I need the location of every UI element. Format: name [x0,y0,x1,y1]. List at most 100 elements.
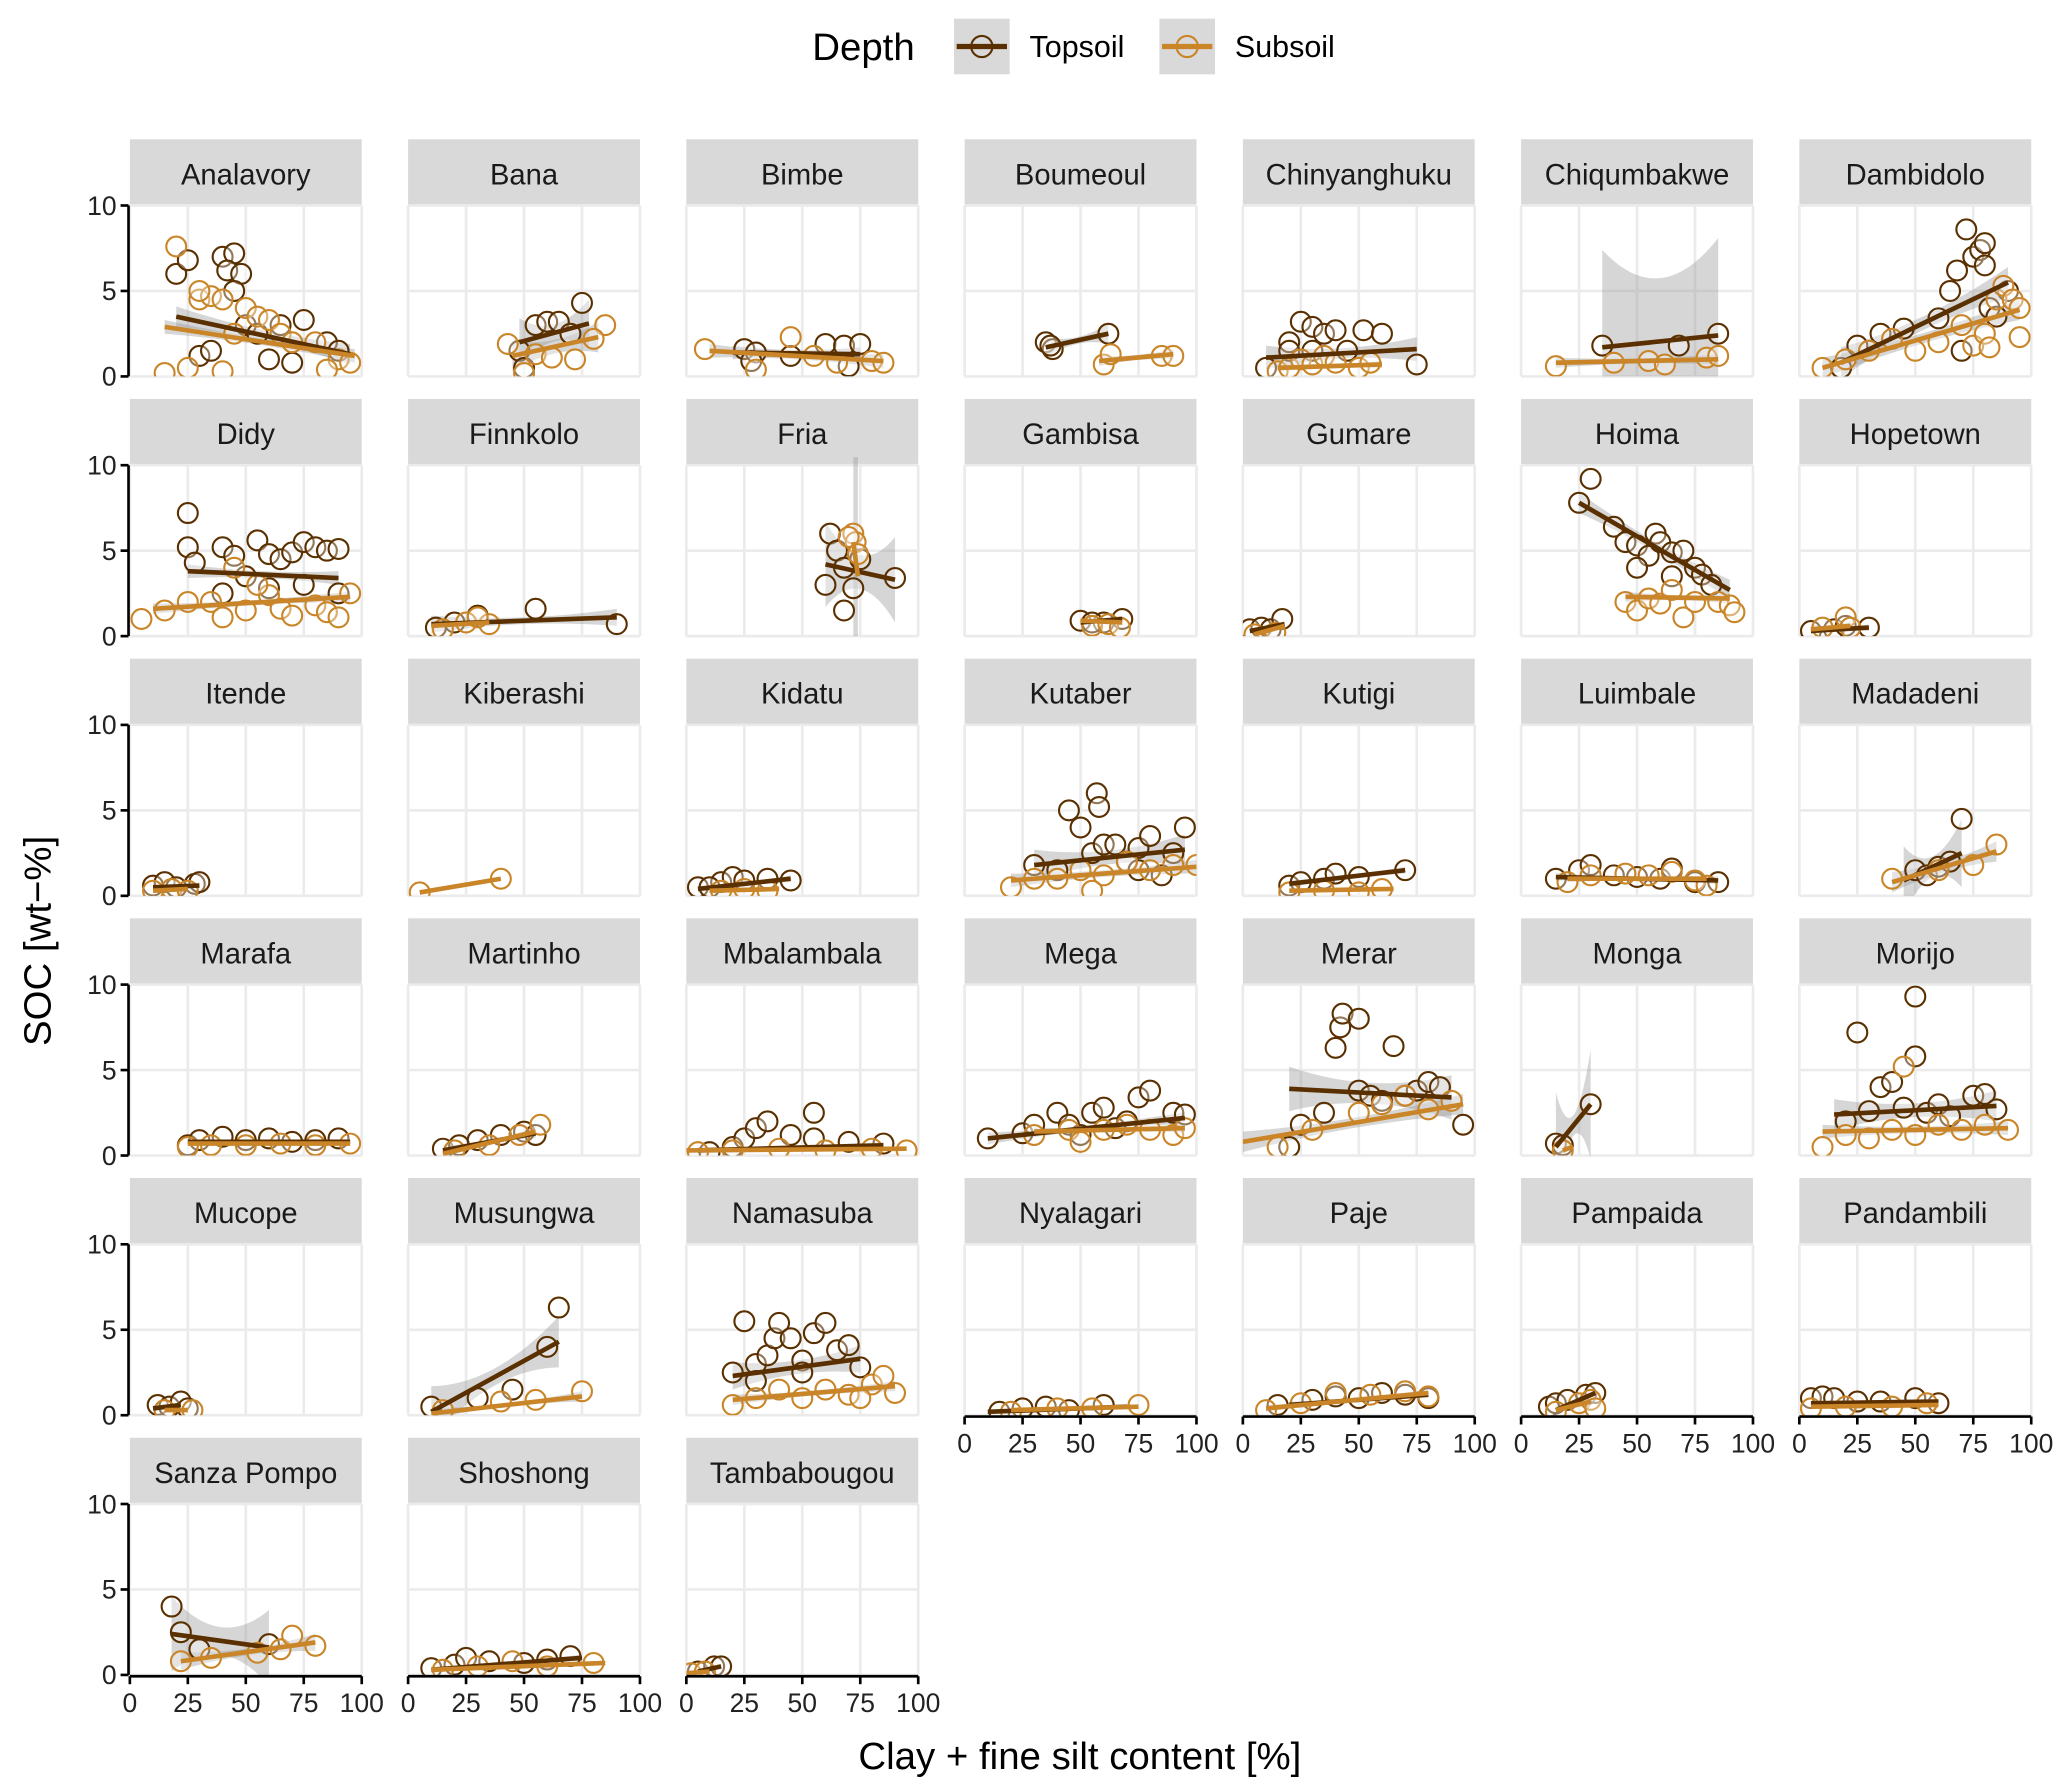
topsoil-point [1370,322,1393,345]
subsoil-point [837,525,860,548]
x-tick-label: 25 [730,1688,759,1718]
facet-strip-label: Nyalagari [1019,1198,1142,1230]
topsoil-point [1382,1035,1405,1058]
facet-strip-label: Chiqumbakwe [1545,159,1730,191]
facet-strip [129,918,362,985]
panel-luimbale: Luimbale [1519,658,1755,898]
topsoil-point [814,1311,837,1334]
topsoil-point [1092,833,1115,856]
panel-kutaber: Kutaber [963,658,1198,898]
topsoil-point [536,310,559,333]
gridlines [128,1242,364,1417]
facet-strip-label: Boumeoul [1015,159,1146,191]
y-axis: 0 5 10 [87,1489,130,1690]
panel-itende: Itende 0 5 10 [87,658,364,911]
subsoil-point [234,297,257,320]
facet-strip [964,1178,1197,1245]
facet-strip-label: Mega [1044,938,1118,970]
gridlines [1241,983,1477,1157]
topsoil-regression-line [1265,346,1417,360]
topsoil-point [1950,339,1973,362]
panel-kutigi: Kutigi [1241,658,1477,898]
topsoil-point [744,1117,767,1140]
topsoil-point [327,537,350,560]
facet-strip [1799,918,2032,985]
topsoil-point [1069,816,1092,839]
subsoil-point [1707,344,1730,367]
facet-strip-label: Kidatu [761,679,844,711]
subsoil-point [1637,864,1660,887]
subsoil-regression-line [164,324,356,359]
y-tick-label: 5 [102,276,117,306]
gridlines [1241,204,1477,378]
topsoil-regression-line [171,1631,270,1650]
plot-area [1069,608,1134,637]
y-tick-label: 10 [87,1489,116,1519]
subsoil-point [153,362,176,377]
x-tick-label: 100 [1731,1428,1775,1458]
subsoil-regression-line [431,1394,583,1416]
gridlines [685,983,920,1157]
subsoil-regression-line [1242,1101,1464,1145]
subsoil-point [779,326,802,349]
gridlines [963,463,1198,638]
topsoil-point [269,548,292,571]
plot-area [693,326,895,377]
y-axis: 0 5 10 [87,450,130,651]
topsoil-point [1973,1082,1996,1105]
facet-strip [1242,918,1475,985]
topsoil-point [833,599,856,622]
topsoil-point [1278,331,1301,354]
subsoil-regression-line [1080,618,1123,625]
gridlines [1519,463,1755,638]
facet-strip [1521,139,1753,206]
topsoil-point [1331,1002,1354,1025]
topsoil-regression-line [1288,867,1406,887]
legend: Depth Topsoil Subsoil [812,18,1335,75]
subsoil-regression-line [152,886,188,894]
panel-hopetown: Hopetown [1798,398,2033,638]
gridlines [1798,204,2033,378]
plot-area [1568,467,1746,629]
x-tick-label: 0 [122,1688,137,1718]
subsoil-regression-line [1289,886,1394,894]
plot-area [686,866,802,896]
y-tick-label: 5 [102,536,117,566]
plot-area [142,871,211,896]
panel-dambidolo: Dambidolo [1798,139,2033,378]
panel-fria: Fria [685,398,920,638]
x-tick-label: 50 [788,1688,817,1718]
x-tick-label: 50 [1622,1428,1651,1458]
plot-area [976,1079,1196,1153]
panel-mega: Mega [963,918,1198,1157]
facet-strip [964,918,1197,985]
subsoil-point [1653,353,1676,376]
facet-strip [408,658,640,725]
plot-area [987,1393,1150,1416]
plot-area [130,502,362,631]
plot-area [420,1645,606,1675]
facet-strip-label: Fria [777,419,828,451]
subsoil-point [1834,1124,1857,1147]
subsoil-point [1347,881,1370,896]
subsoil-regression-line [1010,1404,1139,1413]
x-axis: 0 25 50 75 100 [1514,1415,1775,1458]
topsoil-point [779,1327,802,1350]
panel-monga: Monga [1519,918,1755,1157]
y-tick-label: 10 [87,191,116,221]
subsoil-regression-line [1625,594,1730,601]
topsoil-point [1347,1007,1370,1030]
gridlines [406,723,642,898]
facet-strip-label: Sanza Pompo [154,1458,337,1490]
gridlines [963,204,1198,378]
x-tick-label: 25 [1564,1428,1593,1458]
gridlines [685,723,920,898]
topsoil-point [281,351,304,374]
topsoil-point [814,573,837,596]
y-tick-label: 5 [102,796,117,826]
panel-chinyanghuku: Chinyanghuku [1241,139,1477,378]
panel-martinho: Martinho [406,918,642,1157]
subsoil-regression-line [1265,1390,1429,1411]
x-tick-label: 25 [173,1688,202,1718]
topsoil-point [524,597,547,620]
